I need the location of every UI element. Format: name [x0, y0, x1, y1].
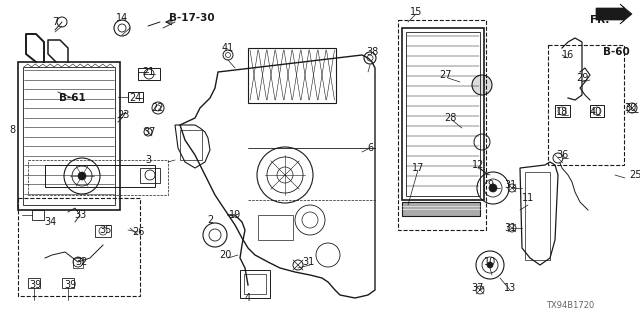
Bar [23, 67, 115, 205]
Text: 12: 12 [472, 160, 484, 170]
Bar [95, 225, 111, 237]
Circle shape [487, 262, 493, 268]
Text: 14: 14 [116, 13, 128, 23]
Bar [18, 62, 120, 210]
Bar [406, 32, 480, 196]
Text: 23: 23 [117, 110, 129, 120]
Text: 40: 40 [590, 107, 602, 117]
Text: 18: 18 [556, 107, 568, 117]
Text: 33: 33 [74, 210, 86, 220]
Bar [525, 172, 550, 260]
Bar [398, 20, 486, 230]
Text: 21: 21 [142, 67, 154, 77]
Text: 11: 11 [522, 193, 534, 203]
Circle shape [78, 172, 86, 180]
Text: 28: 28 [444, 113, 456, 123]
Text: 10: 10 [484, 257, 496, 267]
Text: 16: 16 [562, 50, 574, 60]
Bar [73, 258, 83, 268]
Text: 36: 36 [556, 150, 568, 160]
Text: 27: 27 [439, 70, 451, 80]
Circle shape [472, 75, 492, 95]
Bar [240, 270, 270, 298]
Text: 20: 20 [219, 250, 231, 260]
Bar [62, 278, 74, 288]
Bar [258, 215, 293, 240]
Bar [128, 92, 143, 102]
Bar [548, 45, 624, 165]
Bar [248, 48, 336, 103]
Text: 4: 4 [245, 293, 251, 303]
Text: 30: 30 [624, 103, 636, 113]
Text: B-17-30: B-17-30 [169, 13, 215, 23]
Text: 8: 8 [9, 125, 15, 135]
Text: 37: 37 [144, 127, 156, 137]
Text: 31: 31 [504, 223, 516, 233]
Bar [140, 168, 160, 183]
Text: 39: 39 [29, 280, 41, 290]
Bar [45, 165, 155, 187]
Text: 9: 9 [487, 180, 493, 190]
Text: TX94B1720: TX94B1720 [546, 300, 594, 309]
Polygon shape [596, 4, 632, 24]
Text: FR.: FR. [590, 15, 610, 25]
Text: 17: 17 [412, 163, 424, 173]
Text: 3: 3 [145, 155, 151, 165]
Text: 39: 39 [64, 280, 76, 290]
Bar [28, 160, 168, 195]
Text: 32: 32 [76, 257, 88, 267]
Text: 2: 2 [207, 215, 213, 225]
Text: 41: 41 [222, 43, 234, 53]
Bar [180, 130, 202, 160]
Text: 25: 25 [628, 170, 640, 180]
Bar [138, 68, 160, 80]
Text: 35: 35 [99, 225, 111, 235]
Bar [402, 202, 480, 216]
Text: 31: 31 [302, 257, 314, 267]
Circle shape [489, 184, 497, 192]
Bar [244, 274, 266, 294]
Text: 31: 31 [504, 180, 516, 190]
Text: 26: 26 [132, 227, 144, 237]
Text: 7: 7 [52, 17, 58, 27]
Bar [32, 210, 44, 220]
Text: 37: 37 [472, 283, 484, 293]
Bar [590, 105, 604, 117]
Bar [555, 105, 570, 117]
Text: 22: 22 [152, 103, 164, 113]
Text: 15: 15 [410, 7, 422, 17]
Bar [402, 28, 484, 200]
Text: B-60: B-60 [603, 47, 629, 57]
Text: 24: 24 [129, 93, 141, 103]
Text: 34: 34 [44, 217, 56, 227]
Text: 6: 6 [367, 143, 373, 153]
Text: 13: 13 [504, 283, 516, 293]
Bar [18, 198, 140, 296]
Text: 29: 29 [576, 73, 588, 83]
Bar [28, 278, 40, 288]
Text: 38: 38 [366, 47, 378, 57]
Text: 19: 19 [229, 210, 241, 220]
Text: B-61: B-61 [59, 93, 85, 103]
